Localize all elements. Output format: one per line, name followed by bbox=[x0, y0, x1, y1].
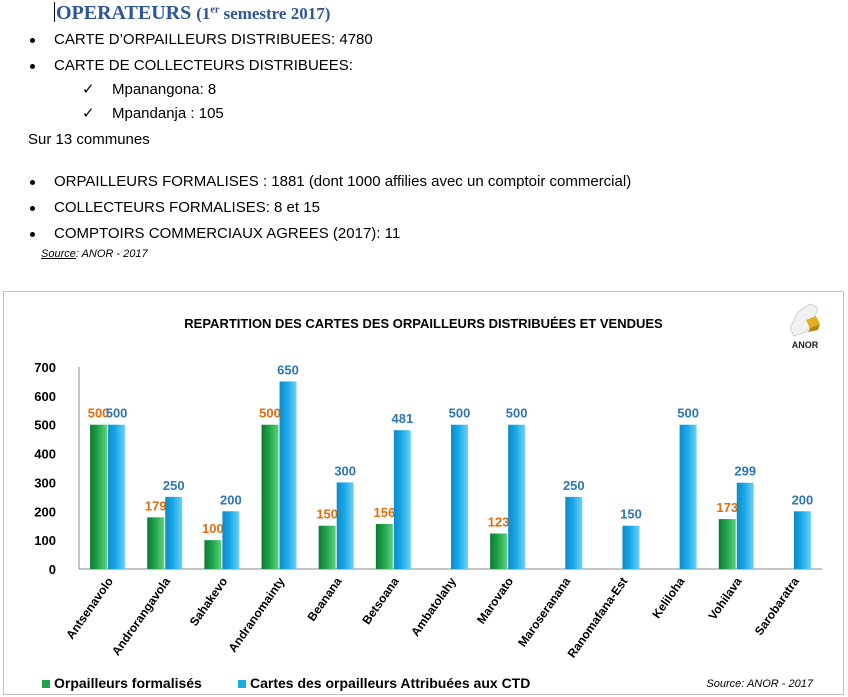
data-label: 299 bbox=[734, 464, 756, 479]
x-tick-label: Sahakevo bbox=[187, 575, 231, 629]
legend-swatch-blue bbox=[238, 680, 246, 689]
bar-cartes-marovato bbox=[508, 424, 526, 569]
data-label: 179 bbox=[145, 498, 167, 513]
bar-orpailleurs-antsenavolo bbox=[90, 424, 108, 569]
data-label: 500 bbox=[506, 406, 528, 421]
bar-cartes-sahakevo bbox=[222, 511, 240, 569]
data-label: 156 bbox=[373, 505, 395, 520]
bar-cartes-sarobaratra bbox=[793, 511, 811, 569]
y-tick-label: 200 bbox=[34, 504, 56, 519]
bar-orpailleurs-marovato bbox=[490, 533, 508, 569]
communes-note: Sur 13 communes bbox=[28, 131, 150, 148]
bar-orpailleurs-andranomainty bbox=[261, 424, 279, 569]
checkmark-icon: ✓ bbox=[82, 105, 95, 122]
bar-cartes-betsoana bbox=[393, 430, 411, 569]
data-label: 250 bbox=[563, 478, 585, 493]
logo-text: ANOR bbox=[792, 340, 819, 350]
x-tick-label: Antsenavolo bbox=[63, 575, 116, 642]
text-cursor bbox=[54, 2, 55, 22]
x-tick-label: Maroseranana bbox=[515, 574, 573, 649]
y-tick-label: 500 bbox=[34, 418, 56, 433]
y-tick-label: 300 bbox=[34, 475, 56, 490]
data-label: 500 bbox=[259, 406, 281, 421]
source-note: Source: ANOR - 2017 bbox=[41, 248, 148, 260]
bullet-dot bbox=[30, 232, 35, 237]
data-label: 500 bbox=[106, 406, 128, 421]
bullet-orpailleurs-formalises: ORPAILLEURS FORMALISES : 1881 (dont 1000… bbox=[54, 173, 632, 190]
bar-cartes-maroseranana bbox=[565, 496, 583, 569]
bullet-cartes-orpailleurs: CARTE D’ORPAILLEURS DISTRIBUEES: 4780 bbox=[54, 31, 373, 48]
data-label: 100 bbox=[202, 521, 224, 536]
bullet-dot bbox=[30, 180, 35, 185]
page-title: OPERATEURS (1er semestre 2017) bbox=[56, 2, 331, 24]
bar-cartes-ambatolahy bbox=[451, 424, 468, 569]
data-label: 150 bbox=[620, 507, 642, 522]
data-label: 650 bbox=[277, 362, 299, 377]
bar-cartes-antsenavolo bbox=[108, 424, 126, 569]
bar-cartes-ranomafana-est bbox=[622, 525, 640, 569]
bar-cartes-keliloha bbox=[679, 424, 697, 569]
data-label: 200 bbox=[792, 492, 814, 507]
bar-cartes-androrangavola bbox=[165, 496, 183, 569]
x-tick-label: Marovato bbox=[474, 575, 516, 627]
bar-orpailleurs-beanana bbox=[318, 525, 336, 569]
chart-container: REPARTITION DES CARTES DES ORPAILLEURS D… bbox=[3, 291, 844, 695]
y-tick-label: 0 bbox=[49, 562, 56, 577]
sub-item-mpandanja: Mpandanja : 105 bbox=[112, 105, 224, 122]
data-label: 500 bbox=[677, 406, 699, 421]
data-label: 123 bbox=[488, 515, 510, 530]
x-tick-label: Androrangavola bbox=[109, 574, 173, 658]
y-tick-label: 700 bbox=[34, 360, 56, 375]
y-tick-label: 400 bbox=[34, 447, 56, 462]
x-tick-label: Betsoana bbox=[359, 574, 402, 627]
data-label: 300 bbox=[334, 463, 356, 478]
sub-item-mpanangona: Mpanangona: 8 bbox=[112, 81, 217, 98]
bar-cartes-beanana bbox=[336, 482, 354, 569]
x-tick-label: Andranomainty bbox=[226, 574, 288, 654]
anor-logo-icon: ANOR bbox=[789, 303, 820, 350]
x-tick-label: Sarobaratra bbox=[752, 574, 802, 637]
chart-source: Source: ANOR - 2017 bbox=[706, 678, 813, 690]
x-tick-label: Vohilava bbox=[705, 574, 744, 622]
data-label: 173 bbox=[716, 500, 738, 515]
checkmark-icon: ✓ bbox=[82, 81, 95, 98]
bullet-collecteurs-formalises: COLLECTEURS FORMALISES: 8 et 15 bbox=[54, 199, 320, 216]
bar-orpailleurs-vohilava bbox=[718, 519, 736, 569]
legend-item-cartes: Cartes des orpailleurs Attribuées aux CT… bbox=[238, 675, 530, 691]
data-label: 250 bbox=[163, 478, 185, 493]
legend-item-orpailleurs: Orpailleurs formalisés bbox=[42, 675, 202, 691]
bullet-dot bbox=[30, 206, 35, 211]
y-tick-label: 100 bbox=[34, 533, 56, 548]
bullet-dot bbox=[30, 64, 35, 69]
legend-swatch-green bbox=[42, 680, 50, 689]
x-tick-label: Ranomafana-Est bbox=[565, 575, 631, 661]
bullet-dot bbox=[30, 38, 35, 43]
bar-orpailleurs-androrangavola bbox=[147, 517, 165, 569]
bullet-comptoirs-commerciaux: COMPTOIRS COMMERCIAUX AGREES (2017): 11 bbox=[54, 225, 401, 242]
x-tick-label: Keliloha bbox=[649, 574, 687, 621]
y-tick-label: 600 bbox=[34, 389, 56, 404]
data-label: 481 bbox=[391, 411, 413, 426]
bar-orpailleurs-betsoana bbox=[375, 523, 393, 569]
x-tick-label: Ambatolahy bbox=[408, 574, 459, 639]
data-label: 200 bbox=[220, 492, 242, 507]
x-tick-label: Beanana bbox=[304, 574, 344, 623]
data-label: 150 bbox=[316, 507, 338, 522]
data-label: 500 bbox=[88, 406, 110, 421]
bar-cartes-andranomainty bbox=[279, 381, 297, 569]
data-label: 500 bbox=[449, 406, 471, 421]
chart-title: REPARTITION DES CARTES DES ORPAILLEURS D… bbox=[184, 316, 663, 331]
bullet-cartes-collecteurs: CARTE DE COLLECTEURS DISTRIBUEES: bbox=[54, 57, 353, 74]
anor-logo: ANOR bbox=[784, 298, 826, 350]
bar-orpailleurs-sahakevo bbox=[204, 540, 222, 569]
bar-cartes-vohilava bbox=[736, 482, 754, 569]
